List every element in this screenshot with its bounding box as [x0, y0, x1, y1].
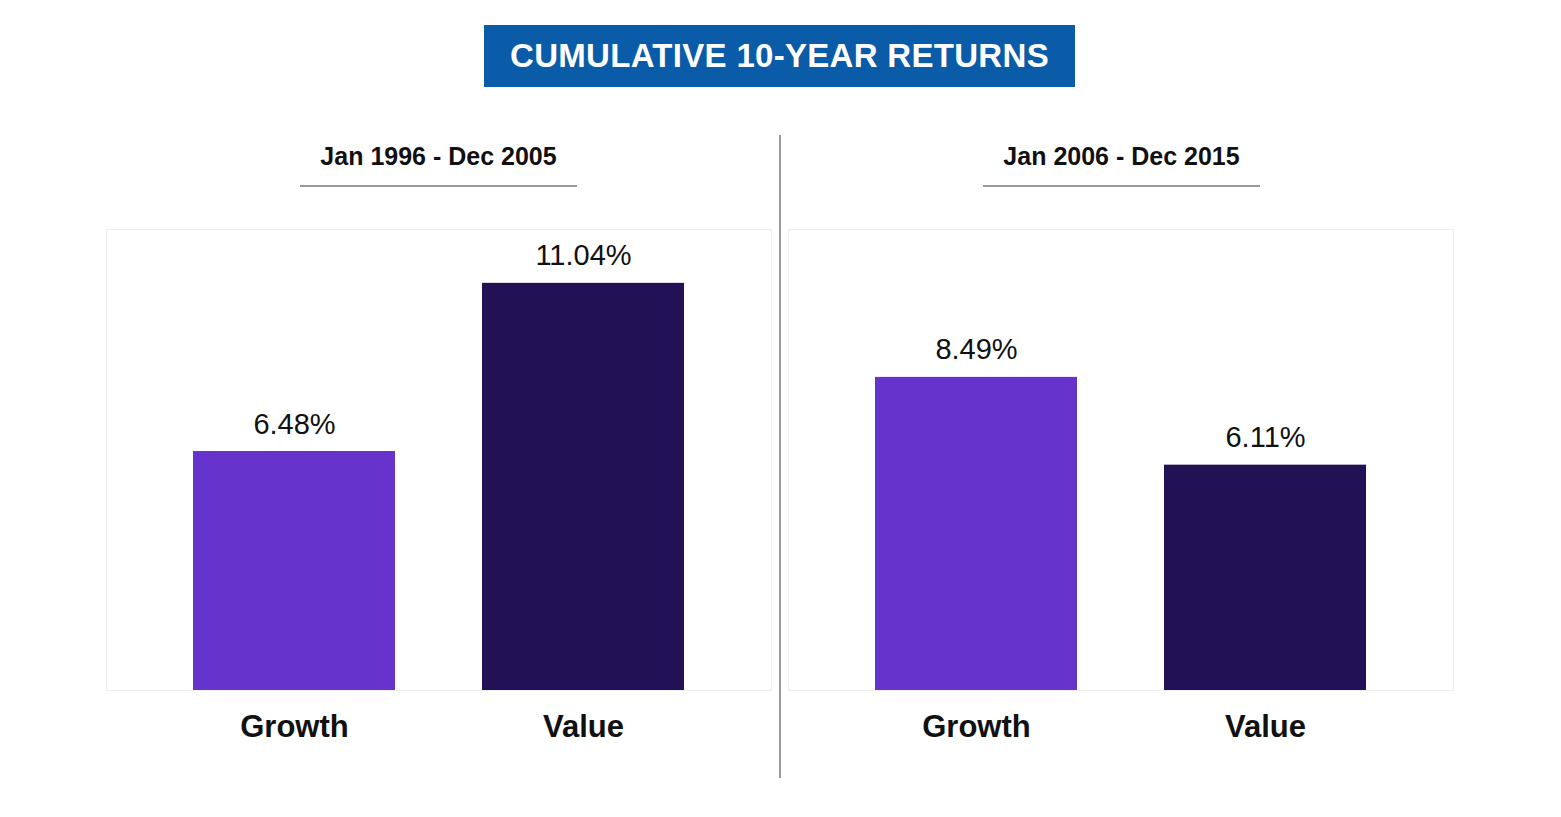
- svg-text:Growth: Growth: [922, 709, 1031, 744]
- html-text:Jan 1996 - Dec 2005: Jan 1996 - Dec 2005: [320, 142, 557, 170]
- svg-text:8.49%: 8.49%: [935, 333, 1017, 365]
- html-text:Jan 2006 - Dec 2015: Jan 2006 - Dec 2015: [1003, 142, 1240, 170]
- svg-text:Value: Value: [543, 709, 624, 744]
- svg-text:11.04%: 11.04%: [535, 239, 631, 271]
- html-text:CUMULATIVE 10-YEAR RETURNS: CUMULATIVE 10-YEAR RETURNS: [510, 37, 1049, 74]
- svg-text:Growth: Growth: [240, 709, 349, 744]
- svg-text:Value: Value: [1225, 709, 1306, 744]
- svg-text:6.48%: 6.48%: [253, 408, 335, 440]
- svg-text:6.11%: 6.11%: [1225, 421, 1305, 453]
